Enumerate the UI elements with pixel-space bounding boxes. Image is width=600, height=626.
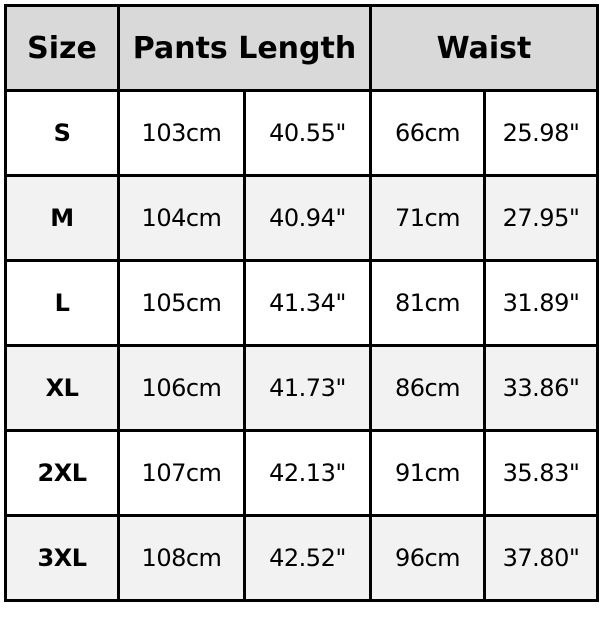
table-row: XL 106cm 41.73" 86cm 33.86"	[4, 344, 599, 432]
table-row: S 103cm 40.55" 66cm 25.98"	[4, 89, 599, 177]
cell-size: XL	[4, 344, 120, 432]
header-size: Size	[4, 4, 120, 92]
cell-length-cm: 107cm	[117, 429, 246, 517]
cell-length-in: 42.52"	[243, 514, 372, 602]
cell-length-in: 42.13"	[243, 429, 372, 517]
cell-waist-cm: 81cm	[369, 259, 486, 347]
table-row: 2XL 107cm 42.13" 91cm 35.83"	[4, 429, 599, 517]
cell-length-in: 40.94"	[243, 174, 372, 262]
cell-waist-cm: 96cm	[369, 514, 486, 602]
cell-size: S	[4, 89, 120, 177]
cell-size: 2XL	[4, 429, 120, 517]
cell-size: L	[4, 259, 120, 347]
cell-length-cm: 106cm	[117, 344, 246, 432]
cell-waist-in: 33.86"	[483, 344, 599, 432]
cell-length-cm: 105cm	[117, 259, 246, 347]
cell-size: 3XL	[4, 514, 120, 602]
cell-length-in: 41.73"	[243, 344, 372, 432]
cell-waist-in: 37.80"	[483, 514, 599, 602]
cell-length-in: 40.55"	[243, 89, 372, 177]
table-row: L 105cm 41.34" 81cm 31.89"	[4, 259, 599, 347]
cell-length-cm: 104cm	[117, 174, 246, 262]
cell-waist-in: 31.89"	[483, 259, 599, 347]
cell-waist-cm: 91cm	[369, 429, 486, 517]
header-pants-length: Pants Length	[117, 4, 372, 92]
size-chart-table: Size Pants Length Waist S 103cm 40.55" 66cm…	[4, 4, 599, 602]
cell-waist-cm: 86cm	[369, 344, 486, 432]
cell-length-in: 41.34"	[243, 259, 372, 347]
cell-size: M	[4, 174, 120, 262]
cell-waist-cm: 71cm	[369, 174, 486, 262]
cell-waist-in: 27.95"	[483, 174, 599, 262]
table-row: 3XL 108cm 42.52" 96cm 37.80"	[4, 514, 599, 602]
cell-waist-in: 25.98"	[483, 89, 599, 177]
cell-waist-cm: 66cm	[369, 89, 486, 177]
cell-length-cm: 108cm	[117, 514, 246, 602]
header-row: Size Pants Length Waist	[4, 4, 599, 92]
cell-length-cm: 103cm	[117, 89, 246, 177]
header-waist: Waist	[369, 4, 599, 92]
table-row: M 104cm 40.94" 71cm 27.95"	[4, 174, 599, 262]
cell-waist-in: 35.83"	[483, 429, 599, 517]
